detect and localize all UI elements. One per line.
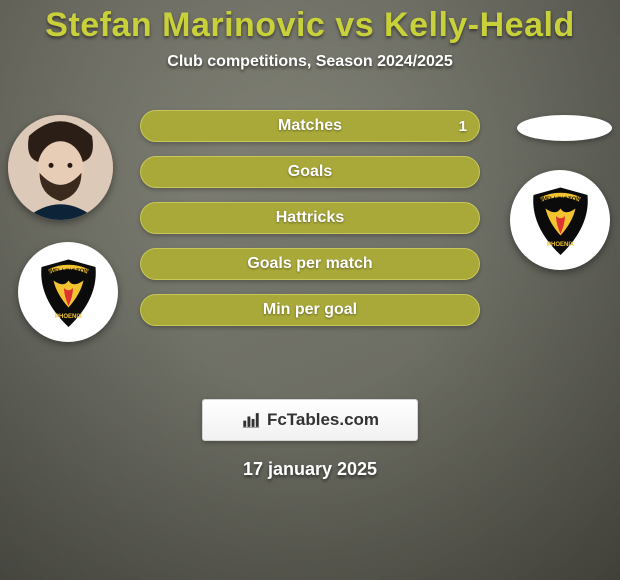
stat-label: Goals — [288, 163, 332, 181]
stat-rows: Matches 1 Goals Hattricks Goals per match Min… — [140, 110, 480, 340]
comparison-card: Stefan Marinovic vs Kelly-Heald Club com… — [0, 0, 620, 580]
crest-sub-text: PHOENIX — [54, 314, 81, 320]
branding-link[interactable]: FcTables.com — [202, 399, 418, 441]
player-right-club-crest: WELLINGTON PHOENIX — [510, 170, 610, 270]
branding-text: FcTables.com — [267, 410, 379, 430]
stat-label: Matches — [278, 117, 342, 135]
main-area: WELLINGTON PHOENIX WELLINGTON PHOENIX Ma… — [0, 115, 620, 375]
player-face-icon — [8, 115, 113, 220]
stat-label: Hattricks — [276, 209, 344, 227]
stat-row: Hattricks — [140, 202, 480, 234]
wellington-phoenix-crest-icon: WELLINGTON PHOENIX — [31, 255, 106, 330]
player-left-avatar — [8, 115, 113, 220]
stat-label: Goals per match — [247, 255, 372, 273]
subtitle: Club competitions, Season 2024/2025 — [0, 53, 620, 71]
stat-row: Min per goal — [140, 294, 480, 326]
date-text: 17 january 2025 — [0, 459, 620, 480]
page-title: Stefan Marinovic vs Kelly-Heald — [0, 6, 620, 45]
chart-icon — [241, 410, 261, 430]
crest-ribbon-text: WELLINGTON — [540, 197, 580, 203]
crest-sub-text: PHOENIX — [546, 242, 573, 248]
stat-right-value: 1 — [459, 118, 467, 135]
stat-label: Min per goal — [263, 301, 357, 319]
wellington-phoenix-crest-icon: WELLINGTON PHOENIX — [523, 183, 598, 258]
player-left-club-crest: WELLINGTON PHOENIX — [18, 242, 118, 342]
stat-row: Matches 1 — [140, 110, 480, 142]
stat-row: Goals per match — [140, 248, 480, 280]
player-right-indicator — [517, 115, 612, 141]
crest-ribbon-text: WELLINGTON — [48, 269, 88, 275]
stat-row: Goals — [140, 156, 480, 188]
